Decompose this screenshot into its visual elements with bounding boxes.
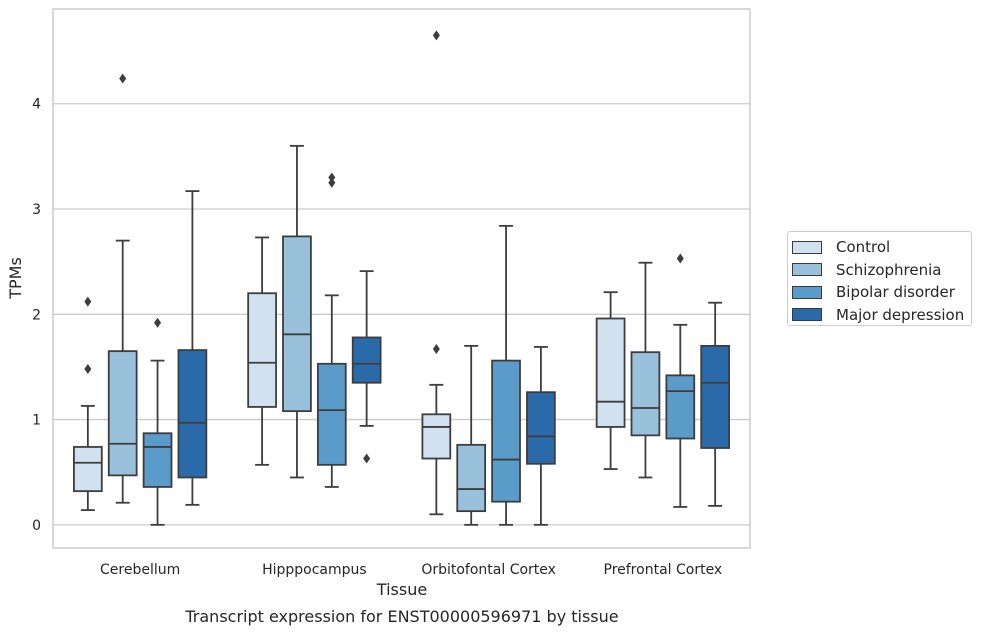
legend-label-schizophrenia: Schizophrenia <box>836 260 942 279</box>
y-tick-labels: 0 1 2 3 4 <box>32 97 41 534</box>
box-group <box>247 236 277 466</box>
boxes <box>73 30 730 526</box>
box-group <box>316 172 347 488</box>
legend-label-bipolar-disorder: Bipolar disorder <box>836 283 955 302</box>
legend-item-schizophrenia: Schizophrenia <box>792 259 971 282</box>
box <box>421 413 452 460</box>
y-tick-label: 0 <box>32 518 41 534</box>
box <box>73 446 103 493</box>
outlier-point <box>154 317 162 328</box>
x-tick-labels: Cerebellum Hipppocampus Orbitofontal Corte… <box>100 562 722 578</box>
grid-lines <box>53 103 750 526</box>
legend-swatch-bipolar-disorder <box>792 285 822 299</box>
box-group <box>526 346 556 526</box>
box-group <box>456 344 487 526</box>
legend-item-bipolar-disorder: Bipolar disorder <box>792 281 971 304</box>
y-axis-label: TPMs <box>6 257 25 300</box>
box <box>316 362 347 466</box>
outlier-point <box>119 73 127 84</box>
box-group <box>700 301 730 507</box>
box <box>282 235 312 413</box>
legend: Control Schizophrenia Bipolar disorder M… <box>787 231 972 326</box>
x-axis-label: Tissue <box>376 580 427 599</box>
outlier-point <box>328 172 336 183</box>
box-group <box>630 261 661 479</box>
box <box>456 443 487 513</box>
outlier-point <box>432 30 440 41</box>
box-group <box>73 296 103 512</box>
x-tick-label: Hipppocampus <box>262 562 367 578</box>
chart-title: Transcript expression for ENST0000059697… <box>184 607 618 626</box>
box <box>107 350 138 477</box>
legend-swatch-major-depression <box>792 308 822 322</box>
outlier-point <box>328 177 336 188</box>
x-tick-label: Cerebellum <box>100 562 180 578</box>
outlier-point <box>84 364 92 375</box>
legend-label-control: Control <box>836 238 891 257</box>
box-group <box>595 291 626 470</box>
box-group <box>107 73 138 504</box>
box-group <box>142 317 173 526</box>
legend-swatch-control <box>792 240 822 254</box>
box-group <box>351 270 382 464</box>
box <box>247 292 277 408</box>
x-tick-label: Prefrontal Cortex <box>604 562 723 578</box>
box <box>177 349 208 479</box>
box <box>351 336 382 384</box>
outlier-point <box>84 296 92 307</box>
legend-swatch-schizophrenia <box>792 263 822 277</box>
box-group <box>665 253 696 508</box>
box <box>526 391 556 465</box>
y-tick-label: 3 <box>32 202 41 218</box>
legend-label-major-depression: Major depression <box>836 305 965 324</box>
box <box>142 432 173 488</box>
box <box>630 351 661 437</box>
box-group <box>282 144 312 479</box>
box <box>700 344 730 449</box>
legend-item-major-depression: Major depression <box>792 304 971 327</box>
y-tick-label: 2 <box>32 307 41 323</box>
box <box>665 374 696 440</box>
box-group <box>421 30 452 516</box>
legend-item-control: Control <box>792 236 971 259</box>
y-tick-label: 4 <box>32 97 41 113</box>
y-tick-label: 1 <box>32 413 41 429</box>
plot-frame <box>52 8 751 549</box>
outlier-point <box>676 253 684 264</box>
outlier-point <box>363 453 371 464</box>
box <box>595 317 626 428</box>
x-tick-label: Orbitofontal Cortex <box>421 562 556 578</box>
box <box>491 359 521 503</box>
box-group <box>491 224 521 526</box>
box-group <box>177 190 208 506</box>
outlier-point <box>432 344 440 355</box>
